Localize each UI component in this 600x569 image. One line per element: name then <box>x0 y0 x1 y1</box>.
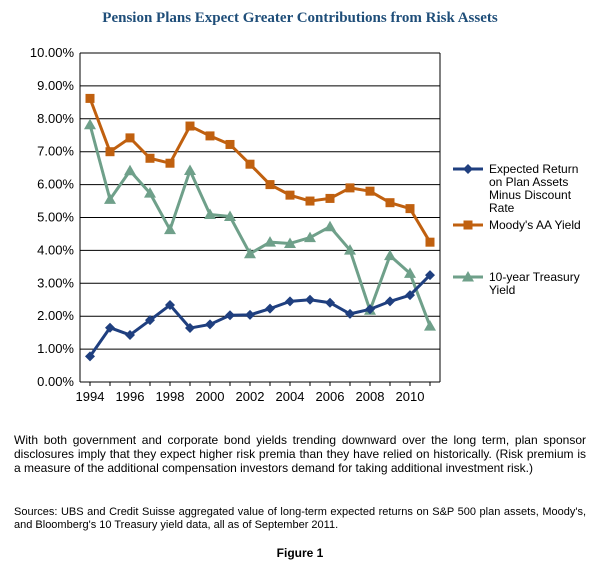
series-0 <box>85 270 435 362</box>
diamond-marker <box>205 319 215 330</box>
diamond-marker <box>325 297 335 308</box>
legend-label: Moody's AA Yield <box>489 218 581 232</box>
y-tick-label: 2.00% <box>37 308 74 323</box>
square-marker <box>165 158 175 168</box>
triangle-marker <box>424 320 436 331</box>
legend-label: Yield <box>489 283 515 297</box>
y-tick-label: 5.00% <box>37 210 74 225</box>
x-tick-label: 2002 <box>236 389 265 404</box>
triangle-marker <box>344 244 356 255</box>
diamond-marker <box>345 308 355 319</box>
data-series <box>84 93 436 362</box>
diamond-marker <box>305 294 315 305</box>
diamond-marker <box>165 300 175 311</box>
square-marker <box>225 139 235 149</box>
legend-label: on Plan Assets <box>489 175 568 189</box>
y-tick-label: 7.00% <box>37 144 74 159</box>
legend-label: Minus Discount <box>489 188 572 202</box>
figure-label: Figure 1 <box>276 546 324 560</box>
x-tick-label: 1996 <box>116 389 145 404</box>
diamond-marker <box>245 309 255 320</box>
triangle-marker <box>84 118 96 130</box>
square-marker <box>425 237 435 247</box>
triangle-marker <box>384 249 396 261</box>
triangle-marker <box>184 164 196 175</box>
square-marker <box>385 198 395 208</box>
square-marker <box>265 180 275 190</box>
square-marker <box>325 193 335 203</box>
chart-title: Pension Plans Expect Greater Contributio… <box>102 10 498 26</box>
y-tick-label: 3.00% <box>37 275 74 290</box>
series-2 <box>84 118 436 331</box>
diamond-marker <box>405 290 415 301</box>
square-marker <box>463 220 473 230</box>
square-marker <box>205 131 215 141</box>
y-tick-label: 1.00% <box>37 341 74 356</box>
x-tick-label: 2000 <box>196 389 225 404</box>
triangle-marker <box>164 223 176 235</box>
x-tick-label: 2004 <box>276 389 305 404</box>
triangle-marker <box>204 208 216 220</box>
series-1 <box>85 93 435 247</box>
triangle-marker <box>264 236 276 247</box>
triangle-marker <box>304 231 316 243</box>
y-tick-label: 9.00% <box>37 78 74 93</box>
chart-caption: With both government and corporate bond … <box>14 433 586 475</box>
triangle-marker <box>224 210 236 222</box>
y-tick-label: 4.00% <box>37 242 74 257</box>
legend-label: Rate <box>489 201 515 215</box>
diamond-marker <box>105 322 115 333</box>
square-marker <box>365 186 375 196</box>
diamond-marker <box>285 296 295 307</box>
y-tick-label: 6.00% <box>37 177 74 192</box>
x-tick-label: 2010 <box>396 389 425 404</box>
square-marker <box>405 204 415 214</box>
diamond-marker <box>365 304 375 315</box>
series-line <box>88 124 432 327</box>
diamond-marker <box>463 164 473 174</box>
triangle-marker <box>104 193 116 204</box>
x-tick-label: 2006 <box>316 389 345 404</box>
square-marker <box>245 159 255 169</box>
diamond-marker <box>225 310 235 321</box>
line-chart: 0.00% 1.00% 2.00% 3.00% 4.00% 5.00% 6.00% 7.00%… <box>30 45 581 404</box>
diamond-marker <box>85 351 95 362</box>
triangle-marker <box>284 237 296 248</box>
square-marker <box>85 93 95 103</box>
y-tick-label: 8.00% <box>37 111 74 126</box>
triangle-marker <box>324 220 336 232</box>
triangle-marker <box>124 164 136 176</box>
x-tick-label: 1998 <box>156 389 185 404</box>
square-marker <box>125 133 135 143</box>
diamond-marker <box>425 270 435 281</box>
diamond-marker <box>125 329 135 340</box>
diamond-marker <box>385 296 395 307</box>
diamond-marker <box>265 303 275 314</box>
square-marker <box>285 190 295 200</box>
y-tick-label: 0.00% <box>37 374 74 389</box>
triangle-marker <box>244 247 256 259</box>
square-marker <box>105 147 115 157</box>
y-tick-label: 10.00% <box>30 45 75 60</box>
x-tick-label: 1994 <box>76 389 105 404</box>
legend-label: 10-year Treasury <box>489 270 580 284</box>
diamond-marker <box>185 323 195 334</box>
triangle-marker <box>404 267 416 278</box>
axes: 0.00% 1.00% 2.00% 3.00% 4.00% 5.00% 6.00% 7.00%… <box>30 45 441 404</box>
square-marker <box>145 153 155 163</box>
square-marker <box>185 121 195 131</box>
legend-label: Expected Return <box>489 162 578 176</box>
triangle-marker <box>462 271 474 282</box>
triangle-marker <box>144 187 156 198</box>
sources-note: Sources: UBS and Credit Suisse aggregate… <box>14 506 586 531</box>
diamond-marker <box>145 315 155 326</box>
square-marker <box>305 196 315 206</box>
series-line <box>88 97 432 243</box>
x-tick-label: 2008 <box>356 389 385 404</box>
square-marker <box>345 183 355 193</box>
